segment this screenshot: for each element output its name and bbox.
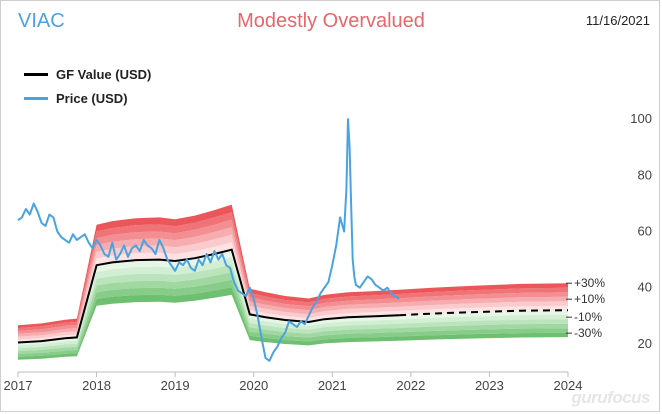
band-label-4: -30% bbox=[574, 326, 602, 340]
x-axis: 2017 2018 2019 2020 2021 2022 2023 2024 bbox=[4, 372, 583, 393]
x-tick-label-2017: 2017 bbox=[4, 378, 33, 393]
legend-swatch-price bbox=[24, 96, 48, 100]
x-tick-label-2022: 2022 bbox=[396, 378, 425, 393]
gurufocus-logo: gurufocus bbox=[571, 388, 650, 407]
valuation-status: Modestly Overvalued bbox=[237, 10, 425, 32]
x-tick-label-2018: 2018 bbox=[82, 378, 111, 393]
price-line bbox=[17, 118, 400, 362]
legend-label-price: Price (USD) bbox=[56, 90, 128, 106]
gf-value-line bbox=[17, 248, 400, 344]
y-tick-label-100: 100 bbox=[630, 111, 652, 126]
series-lines bbox=[17, 118, 569, 362]
x-tick-label-2023: 2023 bbox=[475, 378, 504, 393]
x-tick-label-2021: 2021 bbox=[318, 378, 347, 393]
band-labels: +30% +10% -10% -30% bbox=[566, 276, 605, 340]
legend-item-gf-value[interactable]: GF Value (USD) bbox=[24, 62, 151, 86]
legend-swatch-gf-value bbox=[24, 72, 48, 76]
x-tick-label-2024: 2024 bbox=[554, 378, 583, 393]
y-axis: 20 40 60 80 100 bbox=[630, 111, 652, 351]
band-label-3: -10% bbox=[574, 310, 602, 324]
legend: GF Value (USD) Price (USD) bbox=[24, 62, 151, 110]
x-tick-label-2020: 2020 bbox=[239, 378, 268, 393]
band-label-1: +30% bbox=[574, 276, 605, 290]
legend-label-gf-value: GF Value (USD) bbox=[56, 66, 152, 82]
y-tick-label-20: 20 bbox=[638, 336, 652, 351]
x-tick-label-2019: 2019 bbox=[161, 378, 190, 393]
valuation-bands bbox=[18, 204, 568, 360]
y-tick-label-60: 60 bbox=[638, 223, 652, 238]
legend-item-price[interactable]: Price (USD) bbox=[24, 86, 151, 110]
gf-value-projection-line bbox=[399, 309, 569, 317]
band-label-2: +10% bbox=[574, 292, 605, 306]
report-date: 11/16/2021 bbox=[585, 13, 650, 28]
ticker-symbol: VIAC bbox=[18, 10, 65, 32]
y-tick-label-40: 40 bbox=[638, 280, 652, 295]
y-tick-label-80: 80 bbox=[638, 167, 652, 182]
